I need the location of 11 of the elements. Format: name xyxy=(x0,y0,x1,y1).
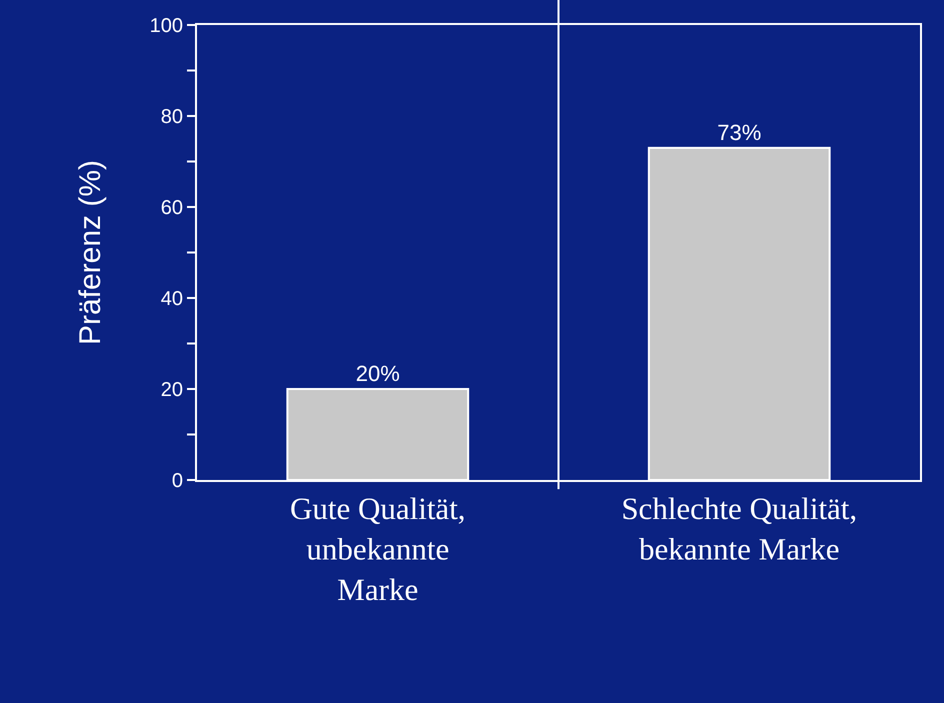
data-label: 20% xyxy=(356,361,400,386)
y-tick-label: 80 xyxy=(160,106,183,128)
y-tick-label: 0 xyxy=(172,470,183,492)
x-tick-label: Gute Qualität, unbekannte Marke xyxy=(290,491,466,607)
y-tick-label: 40 xyxy=(160,288,183,310)
x-tick-label: Schlechte Qualität, bekannte Marke xyxy=(621,491,858,566)
y-tick-label: 60 xyxy=(160,197,183,219)
y-tick-label: 100 xyxy=(150,15,183,37)
data-label: 73% xyxy=(717,120,762,145)
y-axis-title: Präferenz (%) xyxy=(74,160,108,346)
y-tick-label: 20 xyxy=(160,379,183,401)
